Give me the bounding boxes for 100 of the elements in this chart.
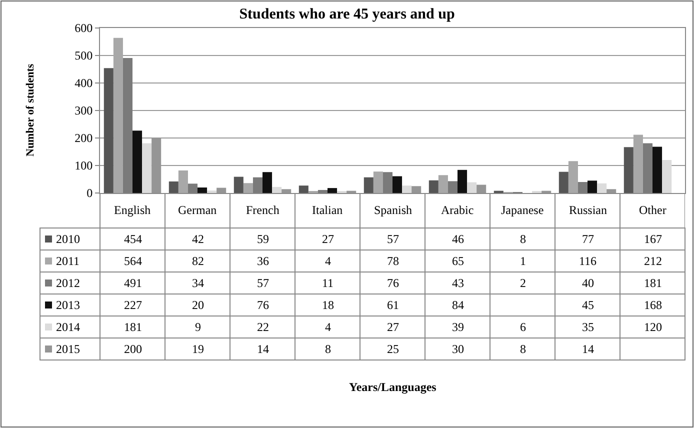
data-label: 76 [257,298,269,312]
data-label: 116 [579,254,597,268]
data-label: 43 [452,276,464,290]
data-label: 4 [325,254,331,268]
bar [168,181,178,193]
bar [198,188,208,193]
bar [597,183,607,193]
data-label: 22 [257,320,269,334]
data-label: 42 [192,232,204,246]
data-label: 39 [452,320,464,334]
data-label: 20 [192,298,204,312]
bar [662,160,672,193]
data-label: 14 [582,342,594,356]
bar [188,184,198,193]
data-label: 6 [520,320,526,334]
bar [142,143,152,193]
y-tick-label: 0 [86,186,93,200]
x-tick-label: French [246,203,280,217]
legend-label: 2013 [56,298,80,312]
data-label: 18 [322,298,334,312]
x-tick-label: Russian [569,203,608,217]
bar [272,186,282,193]
data-label: 454 [124,232,142,246]
y-tick-label: 500 [74,48,93,63]
data-label: 57 [257,276,269,290]
data-label: 4 [325,320,331,334]
data-label: 40 [582,276,594,290]
y-tick-label: 600 [74,21,93,36]
data-label: 491 [124,276,142,290]
bar [252,177,262,193]
bar [588,180,598,193]
data-label: 27 [322,232,334,246]
bar [328,188,338,193]
bar [298,186,308,193]
data-label: 65 [452,254,464,268]
bar [624,147,634,193]
data-label: 34 [192,276,204,290]
data-label: 76 [387,276,399,290]
data-label: 564 [124,254,142,268]
data-label: 227 [124,298,142,312]
legend-label: 2015 [56,342,80,356]
bar [382,172,392,193]
data-label: 46 [452,232,464,246]
bar [642,143,652,193]
x-tick-label: German [178,203,217,217]
bar [428,180,438,193]
data-label: 14 [257,342,269,356]
bar [652,146,662,193]
data-label: 120 [644,320,662,334]
bar [234,176,244,193]
data-label: 35 [582,320,594,334]
x-tick-label: Japanese [501,203,544,217]
data-label: 78 [387,254,399,268]
bar [568,161,578,193]
bar [467,182,477,193]
data-label: 27 [387,320,399,334]
bar [373,172,383,193]
data-label: 8 [520,232,526,246]
legend-label: 2012 [56,276,80,290]
data-label: 167 [644,232,662,246]
y-axis-title: Number of students [24,63,36,156]
data-label: 36 [257,254,269,268]
data-label: 8 [325,342,331,356]
bar [458,170,468,193]
bar [282,189,292,193]
data-label: 9 [195,320,201,334]
y-tick-label: 200 [74,131,93,146]
bar [132,130,142,193]
bar [392,176,402,193]
data-label: 25 [387,342,399,356]
data-label: 19 [192,342,204,356]
data-label: 1 [520,254,526,268]
bar [178,170,188,193]
bar [402,186,412,193]
x-tick-label: Italian [312,203,343,217]
bar [448,181,458,193]
chart-title: Students who are 45 years and up [239,6,455,22]
bar [113,38,123,193]
data-label: 59 [257,232,269,246]
bar [216,188,226,193]
bar [438,175,448,193]
legend-label: 2014 [56,320,80,334]
x-tick-label: Spanish [374,203,412,217]
bar [606,189,616,193]
bar [412,186,422,193]
data-label: 45 [582,298,594,312]
legend-label: 2011 [56,254,80,268]
data-label: 84 [452,298,464,312]
bar [122,58,132,193]
x-tick-label: Other [639,203,666,217]
bar [558,172,568,193]
x-tick-label: Arabic [441,203,474,217]
bar [578,182,588,193]
bar [364,177,374,193]
data-label: 200 [124,342,142,356]
bar [476,184,486,193]
data-label: 57 [387,232,399,246]
bar [243,183,253,193]
bar [262,172,272,193]
y-tick-label: 100 [74,158,93,173]
